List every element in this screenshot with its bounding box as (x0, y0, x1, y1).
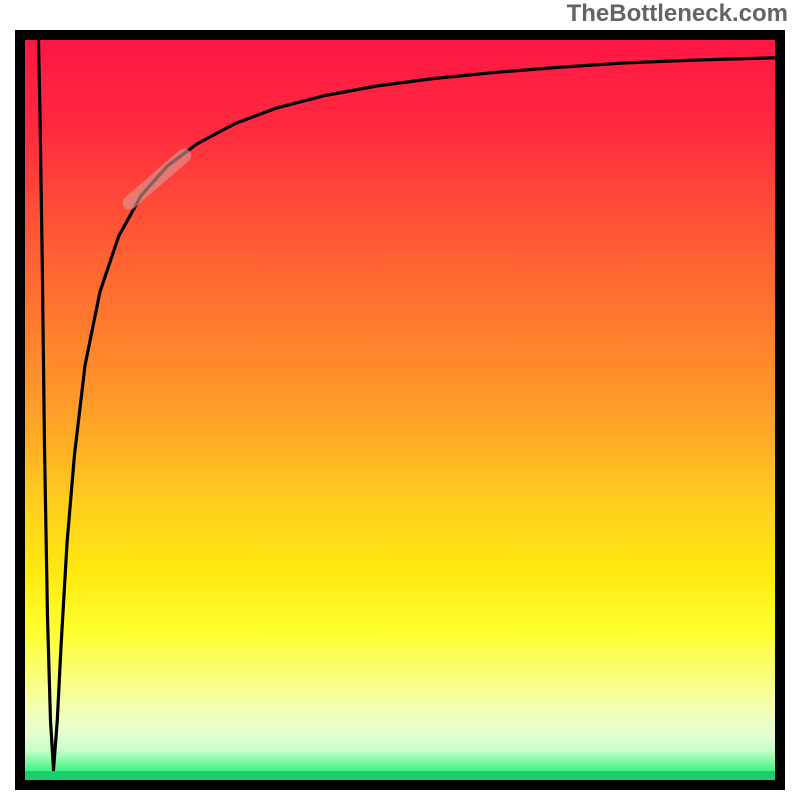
curve-line (39, 40, 776, 770)
curve-svg (25, 40, 775, 780)
canvas-root: TheBottleneck.com (0, 0, 800, 800)
plot-frame (15, 30, 785, 790)
branding-text: TheBottleneck.com (567, 0, 788, 28)
